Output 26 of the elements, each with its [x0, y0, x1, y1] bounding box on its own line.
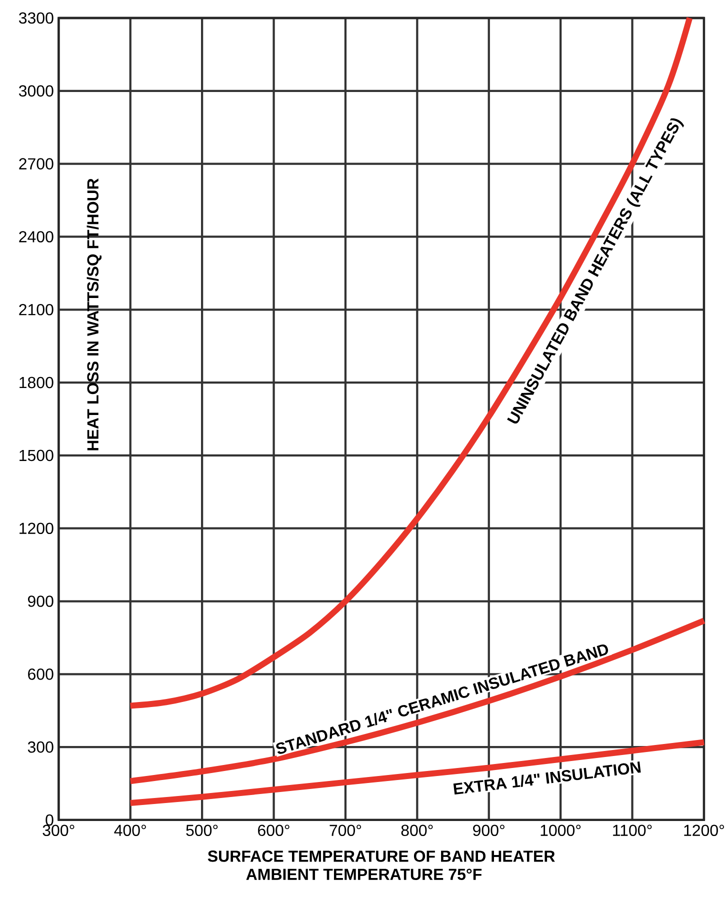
x-tick-label: 300° — [42, 824, 74, 836]
x-tick-label: 700° — [330, 824, 362, 836]
y-tick-label: 1500 — [20, 450, 54, 462]
y-tick-label: 0 — [46, 814, 54, 826]
text: EXTRA 1/4" INSULATION — [453, 762, 641, 795]
x-tick-label: 500° — [186, 824, 218, 836]
y-tick-label: 2700 — [19, 158, 54, 170]
y-tick-label: 3000 — [18, 85, 54, 97]
y-tick-label: 2100 — [19, 304, 54, 316]
y-axis-title: HEAT LOSS IN WATTS/SQ FT/HOUR — [86, 178, 102, 450]
y-tick-label: 1800 — [20, 376, 54, 388]
y-tick-label: 3300 — [18, 12, 54, 24]
y-tick-label: 2400 — [19, 231, 54, 242]
x-tick-label: 1100° — [613, 824, 652, 836]
y-tick-label: 600 — [28, 668, 54, 680]
x-tick-label: 400° — [114, 824, 146, 836]
x-tick-label: 900° — [473, 824, 504, 836]
x-tick-label: 800° — [401, 824, 433, 836]
y-tick-label: 1200 — [20, 522, 54, 534]
x-tick-label: 1200° — [684, 824, 724, 836]
x-axis-title: SURFACE TEMPERATURE OF BAND HEATER — [208, 850, 555, 862]
text: AMBIENT TEMPERATURE 75°F — [246, 868, 482, 880]
x-tick-label: 1000° — [540, 824, 581, 836]
x-tick-label: 600° — [258, 824, 290, 836]
y-tick-label: 300 — [28, 741, 54, 753]
y-tick-label: 900 — [28, 596, 54, 607]
